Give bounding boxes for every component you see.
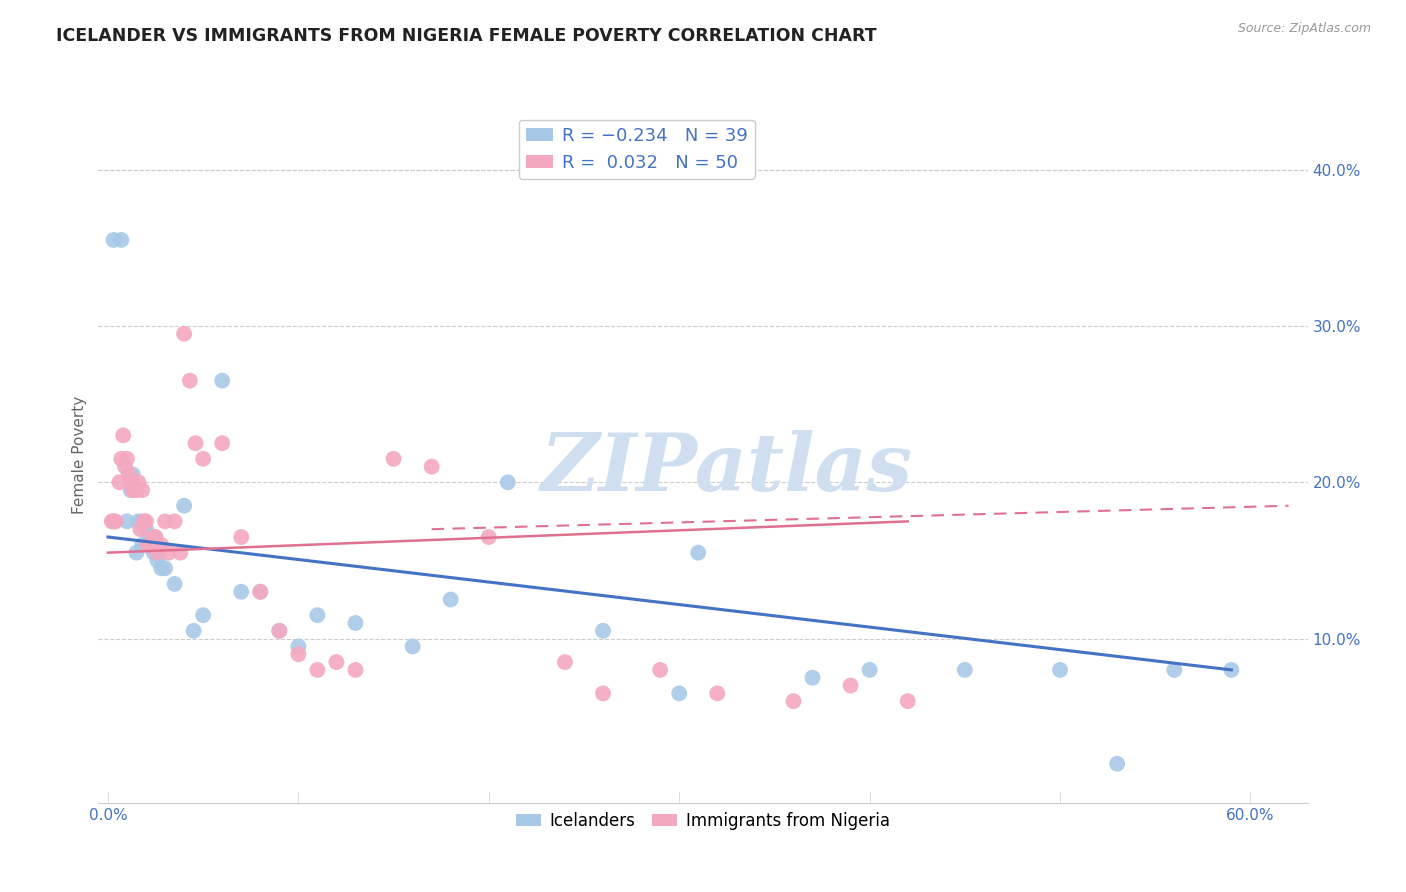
Point (142, 530, 165, 544)
Point (344, 615, 367, 630)
Point (131, 538, 153, 552)
Point (231, 584, 253, 599)
Point (129, 522, 152, 536)
Point (163, 577, 186, 591)
Point (859, 663, 882, 677)
Point (135, 514, 157, 528)
Point (121, 483, 143, 497)
Point (131, 483, 153, 497)
Point (211, 374, 233, 388)
Point (191, 608, 214, 623)
Point (150, 538, 173, 552)
Point (191, 451, 214, 466)
Point (150, 561, 173, 575)
Point (136, 538, 159, 552)
Point (115, 451, 138, 466)
Point (287, 647, 309, 661)
Point (183, 624, 205, 638)
Point (153, 514, 176, 528)
Point (478, 530, 501, 544)
Point (157, 546, 180, 560)
Point (420, 459, 443, 474)
Point (554, 655, 576, 669)
Point (108, 475, 131, 490)
Point (110, 451, 132, 466)
Point (782, 694, 804, 708)
Point (121, 467, 143, 482)
Point (269, 624, 291, 638)
Point (1220, 663, 1243, 677)
Point (1163, 663, 1185, 677)
Point (401, 640, 423, 654)
Legend: Icelanders, Immigrants from Nigeria: Icelanders, Immigrants from Nigeria (510, 805, 896, 836)
Point (688, 546, 710, 560)
Point (135, 522, 157, 536)
Text: ZIPatlas: ZIPatlas (541, 430, 914, 508)
Point (307, 608, 329, 623)
Point (184, 436, 207, 450)
Text: ICELANDER VS IMMIGRANTS FROM NIGERIA FEMALE POVERTY CORRELATION CHART: ICELANDER VS IMMIGRANTS FROM NIGERIA FEM… (56, 27, 877, 45)
Point (650, 663, 672, 677)
Point (173, 326, 195, 341)
Point (307, 663, 329, 677)
Point (100, 514, 122, 528)
Point (382, 451, 405, 466)
Point (211, 436, 233, 450)
Point (249, 584, 271, 599)
Point (125, 546, 148, 560)
Point (127, 514, 149, 528)
Point (142, 546, 165, 560)
Point (114, 459, 136, 474)
Point (118, 467, 141, 482)
Point (103, 233, 125, 247)
Point (124, 483, 146, 497)
Point (801, 671, 824, 685)
Point (231, 530, 253, 544)
Y-axis label: Female Poverty: Female Poverty (72, 396, 87, 514)
Point (839, 679, 862, 693)
Point (1049, 663, 1071, 677)
Point (496, 475, 519, 490)
Point (173, 499, 195, 513)
Point (115, 514, 138, 528)
Point (668, 686, 690, 700)
Point (145, 530, 167, 544)
Point (127, 475, 149, 490)
Point (163, 514, 186, 528)
Point (287, 640, 309, 654)
Point (153, 561, 176, 575)
Point (169, 546, 191, 560)
Point (344, 663, 367, 677)
Point (249, 584, 271, 599)
Point (325, 655, 347, 669)
Point (897, 694, 920, 708)
Point (110, 233, 132, 247)
Point (120, 475, 142, 490)
Point (953, 663, 976, 677)
Point (104, 514, 127, 528)
Point (120, 483, 142, 497)
Point (592, 686, 614, 700)
Point (179, 374, 201, 388)
Point (269, 624, 291, 638)
Point (131, 514, 153, 528)
Text: Source: ZipAtlas.com: Source: ZipAtlas.com (1237, 22, 1371, 36)
Point (440, 592, 463, 607)
Point (112, 428, 135, 442)
Point (139, 538, 162, 552)
Point (1107, 756, 1129, 771)
Point (146, 553, 169, 567)
Point (134, 514, 156, 528)
Point (706, 686, 728, 700)
Point (592, 624, 614, 638)
Point (139, 530, 162, 544)
Point (146, 546, 169, 560)
Point (125, 483, 148, 497)
Point (103, 514, 125, 528)
